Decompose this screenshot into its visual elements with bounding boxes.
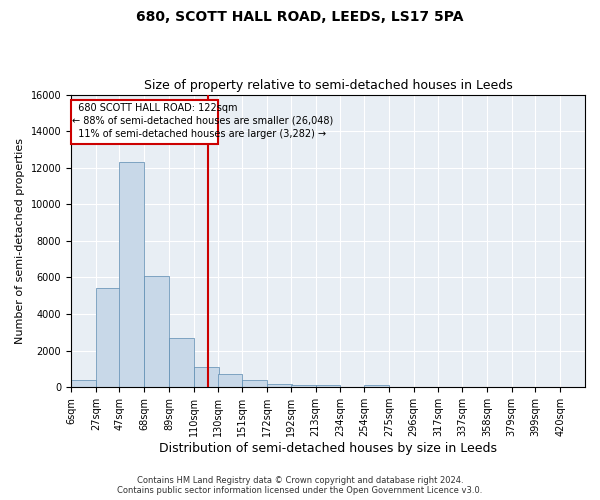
Bar	[194, 367, 219, 387]
Bar	[364, 386, 389, 387]
Bar	[96, 288, 121, 387]
Bar	[291, 386, 316, 387]
Bar	[218, 374, 242, 387]
FancyBboxPatch shape	[71, 100, 218, 144]
Y-axis label: Number of semi-detached properties: Number of semi-detached properties	[15, 138, 25, 344]
Bar	[316, 386, 340, 387]
Text: Contains HM Land Registry data © Crown copyright and database right 2024.
Contai: Contains HM Land Registry data © Crown c…	[118, 476, 482, 495]
Text: 680 SCOTT HALL ROAD: 122sqm
← 88% of semi-detached houses are smaller (26,048)
 : 680 SCOTT HALL ROAD: 122sqm ← 88% of sem…	[72, 103, 334, 139]
Bar	[144, 276, 169, 387]
Bar	[242, 380, 267, 387]
Bar	[71, 380, 96, 387]
Bar	[169, 338, 194, 387]
X-axis label: Distribution of semi-detached houses by size in Leeds: Distribution of semi-detached houses by …	[159, 442, 497, 455]
Text: 680, SCOTT HALL ROAD, LEEDS, LS17 5PA: 680, SCOTT HALL ROAD, LEEDS, LS17 5PA	[136, 10, 464, 24]
Bar	[267, 384, 292, 387]
Bar	[119, 162, 144, 387]
Title: Size of property relative to semi-detached houses in Leeds: Size of property relative to semi-detach…	[143, 79, 512, 92]
